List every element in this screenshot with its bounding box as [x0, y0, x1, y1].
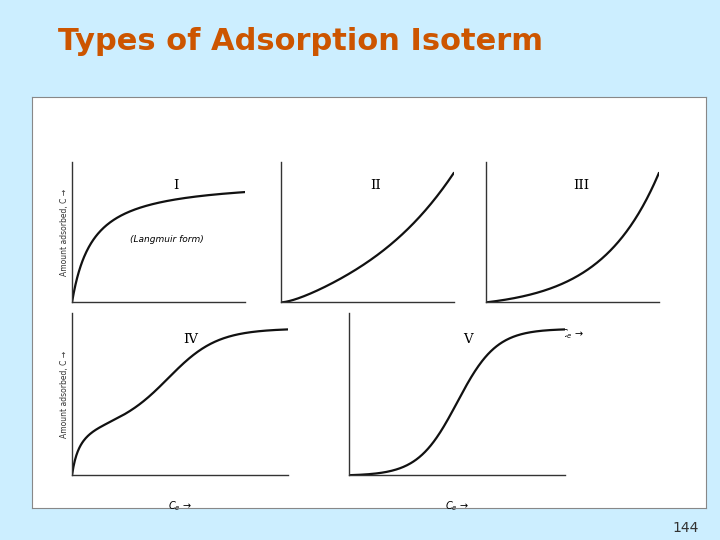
Text: II: II	[371, 179, 381, 192]
Y-axis label: Amount adsorbed, Ċ →: Amount adsorbed, Ċ →	[60, 188, 69, 276]
Text: I: I	[173, 179, 179, 192]
Text: $C_e$ →: $C_e$ →	[146, 328, 171, 341]
Text: Types of Adsorption Isoterm: Types of Adsorption Isoterm	[58, 27, 543, 56]
Text: $C_e$ →: $C_e$ →	[355, 328, 379, 341]
Text: $C_e$ →: $C_e$ →	[168, 500, 192, 514]
Text: IV: IV	[184, 333, 198, 346]
Y-axis label: Amount adsorbed, Ċ →: Amount adsorbed, Ċ →	[60, 350, 69, 438]
Text: V: V	[463, 333, 473, 346]
Text: $C_e$ →: $C_e$ →	[445, 500, 469, 514]
Text: III: III	[573, 179, 589, 192]
Text: 144: 144	[672, 521, 698, 535]
Text: $C_e$ →: $C_e$ →	[560, 328, 585, 341]
Text: (Langmuir form): (Langmuir form)	[130, 235, 204, 244]
